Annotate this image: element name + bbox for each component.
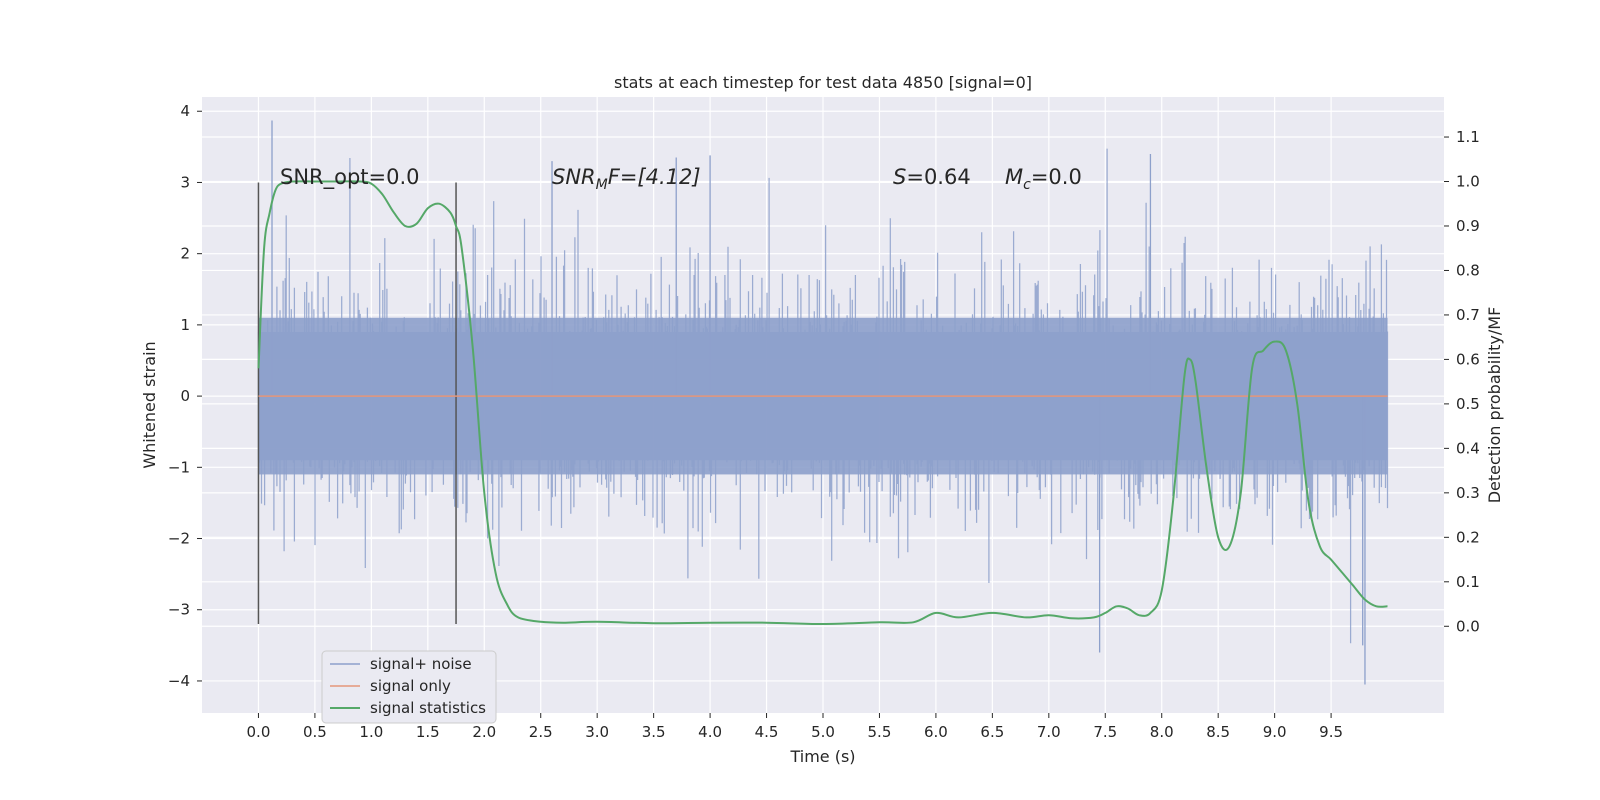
legend-box (321, 650, 497, 724)
legend-label-noise: signal+ noise (370, 655, 472, 673)
y-tick-label-6: 2 (180, 245, 190, 263)
x-tick-label-1: 0.5 (303, 723, 327, 741)
statistics-line (257, 180, 1388, 626)
annotation-snr-mf: SNRMF=[4.12] (552, 165, 701, 193)
x-tick-label-4: 2.0 (472, 723, 496, 741)
y2-tick-label-3: 0.3 (1456, 484, 1480, 502)
y2-tick-label-10: 1.0 (1456, 173, 1480, 191)
vertical-markers (257, 182, 457, 624)
mc-label: M (1005, 165, 1023, 189)
y-tick-label-4: 0 (180, 387, 190, 405)
x-tick-label-17: 8.5 (1206, 723, 1230, 741)
legend-label-signal: signal only (370, 677, 451, 695)
legend: signal+ noise signal only signal statist… (321, 650, 497, 724)
mc-value: =0.0 (1031, 165, 1082, 189)
statistics-series (257, 180, 1388, 626)
s-value: =0.64 (906, 165, 970, 189)
x-tick-label-11: 5.5 (868, 723, 892, 741)
x-tick-label-16: 8.0 (1150, 723, 1174, 741)
annotation-snr-opt: SNR_opt=0.0 (280, 165, 420, 190)
x-tick-label-6: 3.0 (585, 723, 609, 741)
x-tick-label-2: 1.0 (359, 723, 383, 741)
annotation-mc: Mc=0.0 (1005, 165, 1082, 193)
y-axis-ticks: −4 −3 −2 −1 0 1 2 3 4 (168, 102, 202, 690)
x-tick-label-5: 2.5 (529, 723, 553, 741)
x-tick-label-10: 5.0 (811, 723, 835, 741)
x-tick-label-8: 4.0 (698, 723, 722, 741)
x-tick-label-19: 9.5 (1319, 723, 1343, 741)
y-tick-label-5: 1 (180, 316, 190, 334)
y-tick-label-2: −2 (168, 530, 190, 548)
x-tick-label-7: 3.5 (642, 723, 666, 741)
y2-tick-label-5: 0.5 (1456, 395, 1480, 413)
x-tick-label-12: 6.0 (924, 723, 948, 741)
x-tick-label-14: 7.0 (1037, 723, 1061, 741)
x-tick-label-18: 9.0 (1263, 723, 1287, 741)
y2-tick-label-8: 0.8 (1456, 261, 1480, 279)
s-label: S (893, 165, 906, 189)
y2-tick-label-1: 0.1 (1456, 573, 1480, 591)
x-tick-label-0: 0.0 (247, 723, 271, 741)
y2-tick-label-9: 0.9 (1456, 217, 1480, 235)
snr-mf-base: SNR (552, 165, 596, 189)
annotation-s: S=0.64 (893, 165, 971, 189)
y2-tick-label-2: 0.2 (1456, 528, 1480, 546)
y-tick-label-8: 4 (180, 102, 190, 120)
x-tick-label-3: 1.5 (416, 723, 440, 741)
chart-title: stats at each timestep for test data 485… (614, 73, 1032, 92)
y-tick-label-3: −1 (168, 458, 190, 476)
y2-tick-label-6: 0.6 (1456, 350, 1480, 368)
y2-tick-label-0: 0.0 (1456, 617, 1480, 635)
y-tick-label-0: −4 (168, 672, 190, 690)
snr-mf-rest: F=[4.12] (608, 165, 701, 189)
snr-mf-sub: M (596, 177, 608, 193)
y-tick-label-1: −3 (168, 601, 190, 619)
y2-tick-label-4: 0.4 (1456, 439, 1480, 457)
x-tick-label-15: 7.5 (1093, 723, 1117, 741)
y-axis-label: Whitened strain (140, 341, 159, 468)
y2-tick-label-7: 0.7 (1456, 306, 1480, 324)
y2-axis-label: Detection probability/MF (1485, 307, 1504, 504)
x-axis-label: Time (s) (789, 747, 855, 766)
x-tick-label-9: 4.5 (755, 723, 779, 741)
y2-axis-ticks: 0.0 0.1 0.2 0.3 0.4 0.5 0.6 0.7 0.8 0.9 1.0 1.1 (1444, 128, 1480, 635)
y-tick-label-7: 3 (180, 173, 190, 191)
mc-sub: c (1023, 177, 1031, 193)
legend-label-stats: signal statistics (370, 699, 486, 717)
y2-tick-label-11: 1.1 (1456, 128, 1480, 146)
x-tick-label-13: 6.5 (980, 723, 1004, 741)
x-axis-ticks: 0.0 0.5 1.0 1.5 2.0 2.5 3.0 3.5 4.0 4.5 5.0 5.5 6.0 6… (247, 713, 1343, 741)
